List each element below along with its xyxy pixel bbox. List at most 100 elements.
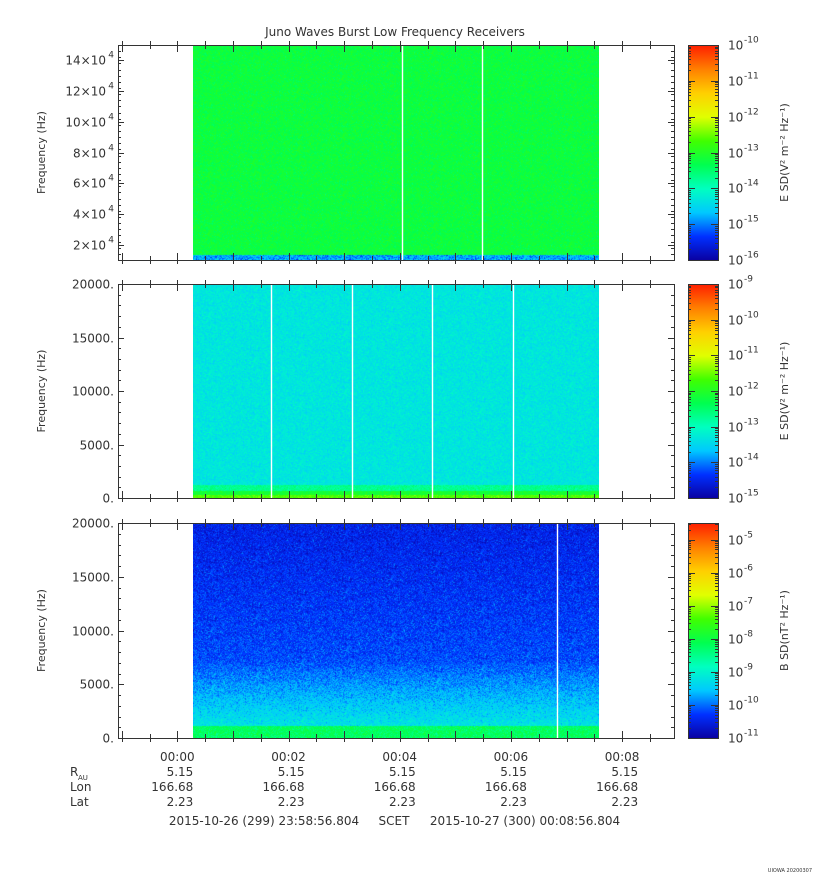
- spectrogram-image: [193, 45, 599, 260]
- colorbar-tick-label: 10: [728, 314, 743, 328]
- ephemeris-value: 166.68: [151, 780, 193, 794]
- colorbar-tick-exponent: -6: [744, 564, 753, 574]
- colorbar-tick-exponent: -12: [744, 382, 759, 392]
- y-axis-label: Frequency (Hz): [35, 111, 48, 194]
- ephemeris-value: 2.23: [278, 795, 305, 809]
- colorbar-tick-label: 10: [728, 349, 743, 363]
- colorbar-tick-label: 10: [728, 699, 743, 713]
- colorbar-tick-exponent: -7: [744, 597, 753, 607]
- ephemeris-value: 5.15: [389, 765, 416, 779]
- ephemeris-value: 2.23: [389, 795, 416, 809]
- colorbar-tick-label: 10: [728, 534, 743, 548]
- colorbar-tick-exponent: -8: [744, 630, 753, 640]
- ephemeris-value: 166.68: [485, 780, 527, 794]
- y-tick-label: 15000.: [72, 571, 114, 585]
- ephemeris-value: 5.15: [278, 765, 305, 779]
- colorbar-tick-exponent: -10: [744, 311, 759, 321]
- colorbar-scale: [688, 523, 719, 739]
- x-tick-label: 00:06: [494, 750, 529, 764]
- y-tick-label: 10×10: [65, 116, 106, 130]
- y-tick-label: 20000.: [72, 278, 114, 292]
- y-tick-label-exponent: 4: [108, 205, 114, 215]
- colorbar-tick-exponent: -15: [744, 489, 759, 499]
- colorbar-tick-label: 10: [728, 147, 743, 161]
- y-tick-label: 5000.: [80, 439, 114, 453]
- colorbar-tick-label: 10: [728, 600, 743, 614]
- ephemeris-value: 5.15: [500, 765, 527, 779]
- y-tick-label-exponent: 4: [108, 236, 114, 246]
- y-tick-label: 5000.: [80, 678, 114, 692]
- colorbar-tick-exponent: -13: [744, 144, 759, 154]
- colorbar-tick-exponent: -11: [744, 72, 759, 82]
- ephemeris-value: 2.23: [167, 795, 194, 809]
- colorbar-tick-label: 10: [728, 732, 743, 746]
- colorbar-tick-label: 10: [728, 385, 743, 399]
- colorbar-tick-exponent: -9: [744, 275, 753, 285]
- ephemeris-value: 2.23: [500, 795, 527, 809]
- ephemeris-value: 2.23: [611, 795, 638, 809]
- colorbar-tick-label: 10: [728, 666, 743, 680]
- colorbar-tick-exponent: -11: [744, 729, 759, 739]
- spectrogram-panels: 2×10 44×10 46×10 48×10 410×10 412×10 414×10 4Fr…: [35, 36, 791, 746]
- x-tick-label: 00:02: [271, 750, 306, 764]
- colorbar-tick-label: 10: [728, 633, 743, 647]
- time-range-end: 2015-10-27 (300) 00:08:56.804: [430, 814, 620, 828]
- ephemeris-label: R: [70, 765, 78, 779]
- colorbar-tick-label: 10: [728, 456, 743, 470]
- colorbar-tick-label: 10: [728, 182, 743, 196]
- colorbar-tick-exponent: -15: [744, 215, 759, 225]
- y-tick-label-exponent: 4: [108, 82, 114, 92]
- y-axis-label: Frequency (Hz): [35, 350, 48, 433]
- colorbar-tick-label: 10: [728, 218, 743, 232]
- y-tick-label: 15000.: [72, 332, 114, 346]
- y-tick-label: 2×10: [73, 239, 106, 253]
- colorbar-tick-label: 10: [728, 492, 743, 506]
- colorbar-tick-exponent: -14: [744, 179, 759, 189]
- colorbar-tick-exponent: -5: [744, 531, 753, 541]
- y-tick-label: 10000.: [72, 625, 114, 639]
- x-tick-label: 00:04: [382, 750, 417, 764]
- colorbar-tick-label: 10: [728, 111, 743, 125]
- colorbar-tick-exponent: -11: [744, 346, 759, 356]
- y-tick-label: 0.: [103, 732, 114, 746]
- y-tick-label: 12×10: [65, 85, 106, 99]
- colorbar-tick-exponent: -9: [744, 663, 753, 673]
- ephemeris-value: 5.15: [167, 765, 194, 779]
- chart-title: Juno Waves Burst Low Frequency Receivers: [264, 25, 525, 39]
- x-tick-label: 00:00: [160, 750, 195, 764]
- colorbar-tick-exponent: -10: [744, 36, 759, 46]
- y-tick-label: 6×10: [73, 177, 106, 191]
- ephemeris-value: 166.68: [596, 780, 638, 794]
- colorbar-tick-exponent: -14: [744, 453, 759, 463]
- ephemeris-label-subscript: AU: [78, 774, 88, 782]
- ephemeris-label: Lat: [70, 795, 89, 809]
- y-axis-label: Frequency (Hz): [35, 589, 48, 672]
- footer-stamp: UIOWA 20200307: [768, 868, 812, 874]
- ephemeris-value: 166.68: [263, 780, 305, 794]
- colorbar-tick-label: 10: [728, 421, 743, 435]
- y-tick-label-exponent: 4: [108, 174, 114, 184]
- x-tick-label: 00:08: [605, 750, 640, 764]
- time-axis-annotations: 00:00 00:02 00:04 00:06 00:08 R AU 5.15 5.15 5.15…: [70, 750, 639, 809]
- colorbar-tick-label: 10: [728, 39, 743, 53]
- time-range-start: 2015-10-26 (299) 23:58:56.804: [169, 814, 359, 828]
- y-tick-label-exponent: 4: [108, 144, 114, 154]
- y-tick-label: 20000.: [72, 517, 114, 531]
- y-tick-label-exponent: 4: [108, 113, 114, 123]
- colorbar-tick-label: 10: [728, 278, 743, 292]
- colorbar-tick-exponent: -12: [744, 108, 759, 118]
- panel-2: 0. 5000. 10000. 15000. 20000. Frequency (Hz) 1…: [35, 275, 791, 506]
- colorbar-tick-label: 10: [728, 567, 743, 581]
- colorbar-tick-exponent: -13: [744, 418, 759, 428]
- colorbar-tick-exponent: -10: [744, 696, 759, 706]
- spectrogram-image: [193, 284, 599, 498]
- y-tick-label: 14×10: [65, 54, 106, 68]
- panel-3: 0. 5000. 10000. 15000. 20000. Frequency (Hz) 1…: [35, 517, 791, 746]
- colorbar-tick-label: 10: [728, 254, 743, 268]
- y-tick-label: 4×10: [73, 208, 106, 222]
- y-tick-label: 8×10: [73, 147, 106, 161]
